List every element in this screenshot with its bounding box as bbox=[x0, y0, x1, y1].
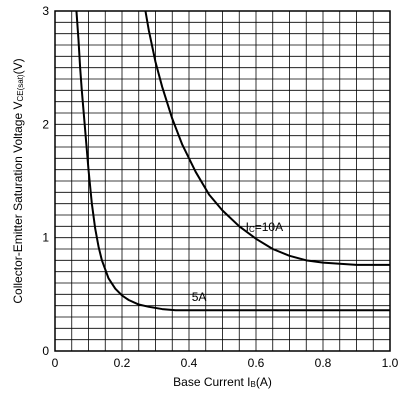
x-tick-label: 0.4 bbox=[181, 356, 198, 370]
series-layer bbox=[75, 10, 390, 312]
x-axis-title: Base Current IB(A) bbox=[173, 375, 272, 389]
y-tick-label: 2 bbox=[42, 117, 49, 131]
annotations: IC=10A 5A bbox=[192, 220, 283, 304]
series-label-ic-5a: 5A bbox=[192, 290, 207, 304]
x-tick-label: 0 bbox=[52, 356, 59, 370]
x-tick-label: 0.6 bbox=[248, 356, 265, 370]
grid bbox=[55, 11, 390, 351]
series-line-ic-10a bbox=[144, 10, 390, 266]
x-tick-label: 0.8 bbox=[315, 356, 332, 370]
y-tick-label: 3 bbox=[42, 4, 49, 18]
plot-frame bbox=[54, 10, 391, 352]
ticks: 0 0.2 0.4 0.6 0.8 1.0 0 1 2 3 bbox=[42, 4, 398, 370]
y-axis-title: Collector-Emitter Saturation Voltage VCE… bbox=[11, 58, 25, 303]
series-label-ic-10a: IC=10A bbox=[246, 220, 283, 234]
y-tick-label: 0 bbox=[42, 344, 49, 358]
y-tick-label: 1 bbox=[42, 231, 49, 245]
x-tick-label: 0.2 bbox=[114, 356, 131, 370]
series-line-ic-5a bbox=[75, 10, 390, 312]
x-tick-label: 1.0 bbox=[382, 356, 399, 370]
